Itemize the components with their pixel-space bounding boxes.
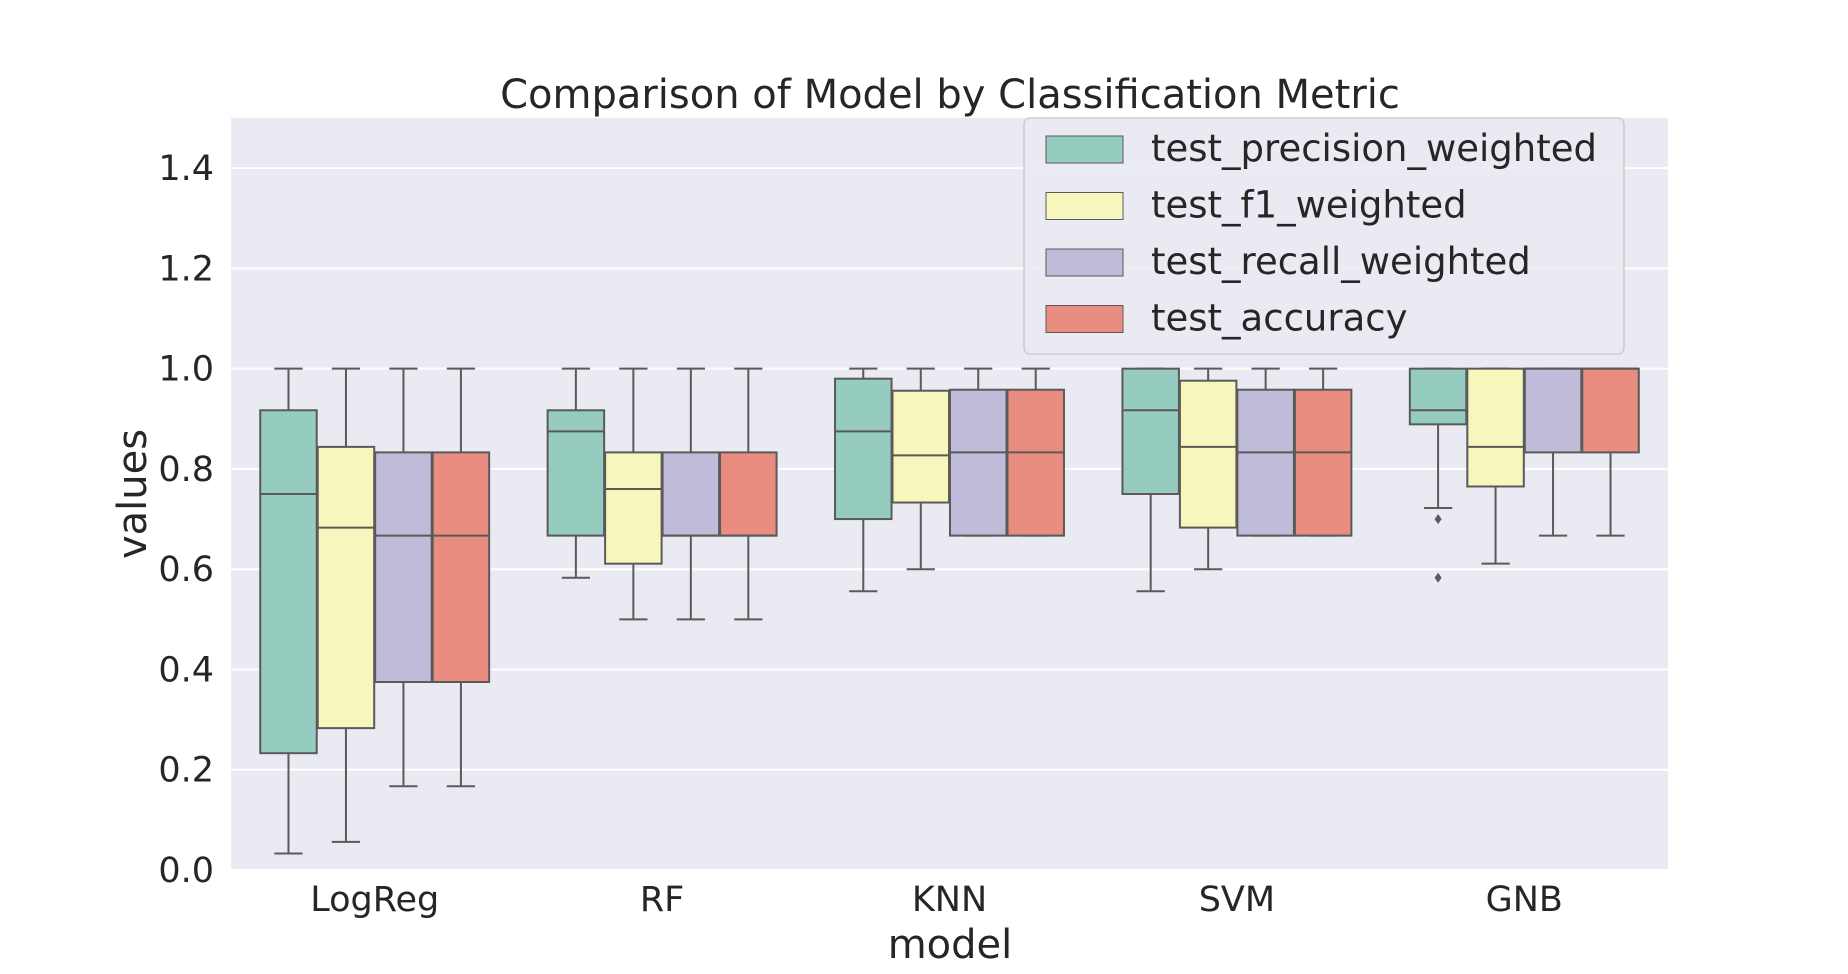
y-axis-label: values	[110, 429, 156, 559]
legend-swatch-test_recall_weighted	[1045, 248, 1124, 277]
box-SVM-test_f1_weighted	[1178, 367, 1238, 571]
y-tick-label: 1.2	[158, 249, 214, 289]
x-axis-label: model	[888, 922, 1013, 968]
x-tick-label: SVM	[1199, 880, 1275, 920]
legend-label: test_precision_weighted	[1151, 127, 1597, 170]
box-iqr	[948, 388, 1008, 537]
y-tick-labels: 0.0 0.2 0.4 0.6 0.8 1.0 1.2 1.4	[158, 149, 214, 891]
box-iqr	[1408, 367, 1468, 426]
y-tick-label: 1.4	[158, 149, 214, 189]
box-GNB-test_precision_weighted	[1408, 367, 1468, 583]
x-tick-label: GNB	[1486, 880, 1563, 920]
box-LogReg-test_f1_weighted	[316, 367, 376, 843]
box-iqr	[546, 409, 606, 537]
box-KNN-test_accuracy	[1006, 367, 1065, 537]
box-iqr	[661, 451, 721, 537]
box-iqr	[431, 451, 491, 684]
legend-frame	[1023, 117, 1625, 355]
y-tick-label: 0.0	[158, 851, 214, 891]
box-KNN-test_precision_weighted	[834, 367, 893, 593]
legend-swatch-test_f1_weighted	[1045, 192, 1124, 220]
y-tick-label: 1.0	[158, 350, 214, 390]
legend-swatch-test_precision_weighted	[1045, 135, 1124, 164]
box-SVM-test_accuracy	[1293, 367, 1353, 537]
box-iqr	[374, 451, 433, 684]
outlier-point	[1434, 572, 1442, 583]
x-tick-label: LogReg	[310, 880, 439, 920]
box-iqr	[259, 409, 318, 755]
chart-title: Comparison of Model by Classification Me…	[500, 72, 1400, 118]
box-RF-test_accuracy	[719, 367, 778, 621]
legend-label: test_recall_weighted	[1151, 240, 1531, 283]
box-GNB-test_f1_weighted	[1466, 367, 1525, 565]
box-LogReg-test_recall_weighted	[374, 367, 433, 788]
box-iqr	[1523, 367, 1583, 454]
box-iqr	[1293, 388, 1353, 537]
box-RF-test_f1_weighted	[604, 367, 663, 621]
box-groups	[259, 367, 1640, 855]
box-GNB-test_recall_weighted	[1523, 367, 1583, 537]
box-LogReg-test_precision_weighted	[259, 367, 318, 855]
box-iqr	[1581, 367, 1640, 454]
y-tick-label: 0.2	[158, 751, 214, 791]
box-iqr	[604, 451, 663, 565]
box-RF-test_precision_weighted	[546, 367, 606, 579]
x-tick-label: RF	[640, 880, 684, 920]
box-KNN-test_recall_weighted	[948, 367, 1008, 537]
box-SVM-test_recall_weighted	[1236, 367, 1295, 537]
box-iqr	[891, 389, 951, 504]
box-LogReg-test_accuracy	[431, 367, 491, 788]
x-tick-label: KNN	[912, 880, 987, 920]
legend-label: test_accuracy	[1151, 297, 1408, 340]
box-iqr	[719, 451, 778, 537]
box-SVM-test_precision_weighted	[1121, 367, 1180, 593]
legend: test_precision_weighted test_f1_weightedt…	[1023, 117, 1625, 355]
y-tick-label: 0.6	[158, 550, 214, 590]
y-tick-label: 0.8	[158, 450, 214, 490]
x-tick-labels: LogReg RF KNN SVM GNB	[310, 880, 1563, 920]
box-iqr	[1006, 388, 1065, 537]
box-iqr	[1236, 388, 1295, 537]
legend-swatch-test_accuracy	[1045, 305, 1124, 333]
box-iqr	[1178, 379, 1238, 529]
y-tick-label: 0.4	[158, 650, 214, 690]
box-iqr	[316, 445, 376, 730]
box-GNB-test_accuracy	[1581, 367, 1640, 537]
box-iqr	[1121, 367, 1180, 495]
box-KNN-test_f1_weighted	[891, 367, 951, 571]
legend-label: test_f1_weighted	[1151, 184, 1467, 227]
box-iqr	[1466, 367, 1525, 488]
box-iqr	[834, 377, 893, 521]
outlier-point	[1434, 514, 1442, 525]
